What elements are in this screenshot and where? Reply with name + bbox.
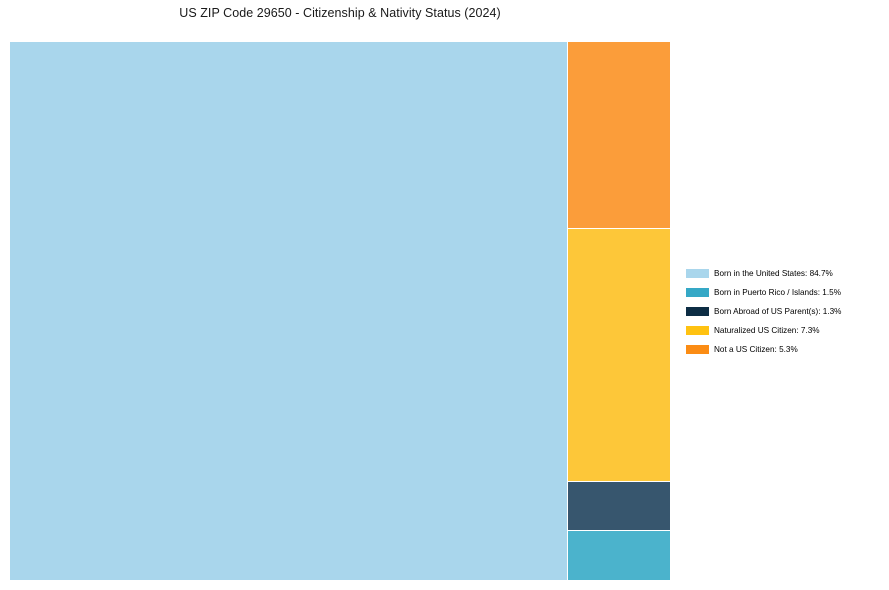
chart-legend: Born in the United States: 84.7% Born in… — [686, 264, 882, 359]
legend-item-born-in-the-united-states[interactable]: Born in the United States: 84.7% — [686, 264, 882, 283]
legend-item-not-a-us-citizen[interactable]: Not a US Citizen: 5.3% — [686, 340, 882, 359]
legend-item-born-abroad-of-us-parents[interactable]: Born Abroad of US Parent(s): 1.3% — [686, 302, 882, 321]
legend-swatch-icon — [686, 345, 709, 354]
legend-item-label: Not a US Citizen: 5.3% — [714, 344, 798, 354]
chart-title: US ZIP Code 29650 - Citizenship & Nativi… — [179, 6, 501, 20]
legend-item-label: Born Abroad of US Parent(s): 1.3% — [714, 306, 842, 316]
treemap-tile-naturalized-us-citizen[interactable] — [568, 229, 670, 481]
legend-swatch-icon — [686, 269, 709, 278]
legend-item-born-in-puerto-rico-islands[interactable]: Born in Puerto Rico / Islands: 1.5% — [686, 283, 882, 302]
legend-swatch-icon — [686, 326, 709, 335]
treemap-plot-area — [10, 42, 670, 580]
treemap-tile-not-a-us-citizen[interactable] — [568, 42, 670, 228]
legend-item-label: Born in Puerto Rico / Islands: 1.5% — [714, 287, 841, 297]
legend-item-label: Naturalized US Citizen: 7.3% — [714, 325, 820, 335]
treemap-tile-born-abroad-of-us-parents[interactable] — [568, 482, 670, 530]
treemap-tile-born-in-puerto-rico-islands[interactable] — [568, 531, 670, 580]
legend-item-label: Born in the United States: 84.7% — [714, 268, 833, 278]
legend-item-naturalized-us-citizen[interactable]: Naturalized US Citizen: 7.3% — [686, 321, 882, 340]
treemap-tile-born-in-the-united-states[interactable] — [10, 42, 567, 580]
legend-swatch-icon — [686, 288, 709, 297]
legend-swatch-icon — [686, 307, 709, 316]
